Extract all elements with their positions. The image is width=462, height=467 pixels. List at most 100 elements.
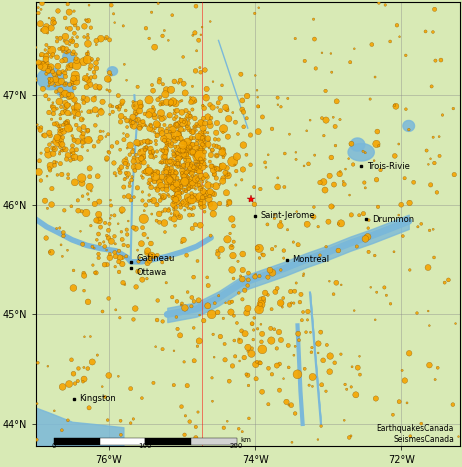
Point xyxy=(141,121,149,129)
Point xyxy=(171,186,179,194)
Point xyxy=(195,408,202,416)
Point xyxy=(146,257,153,264)
Point xyxy=(171,159,179,166)
Point xyxy=(241,287,249,294)
Point xyxy=(207,200,215,208)
Point xyxy=(361,179,368,186)
Point xyxy=(224,235,231,243)
Polygon shape xyxy=(56,82,73,98)
Point xyxy=(111,233,118,240)
Point xyxy=(110,159,118,167)
Point xyxy=(254,244,261,252)
Point xyxy=(430,134,437,141)
Point xyxy=(268,370,276,378)
Point xyxy=(38,0,46,7)
Point xyxy=(172,210,180,217)
Point xyxy=(192,423,200,431)
Point xyxy=(45,43,53,51)
Point xyxy=(87,24,95,31)
Point xyxy=(151,128,158,136)
Point xyxy=(163,168,170,176)
Point xyxy=(213,247,221,255)
Point xyxy=(60,229,67,236)
Point xyxy=(123,231,131,238)
Point xyxy=(199,194,206,201)
Point xyxy=(153,120,160,128)
Point xyxy=(97,106,105,113)
Point xyxy=(141,146,149,154)
Point xyxy=(197,155,204,163)
Point xyxy=(290,238,297,246)
Point xyxy=(213,174,220,182)
Point xyxy=(56,111,64,119)
Point xyxy=(170,198,177,206)
Point xyxy=(399,233,407,240)
Point xyxy=(222,104,229,111)
Point xyxy=(65,63,73,70)
Point xyxy=(67,203,75,210)
Point xyxy=(105,234,112,242)
Point xyxy=(239,276,246,283)
Point xyxy=(173,174,181,182)
Point xyxy=(107,71,115,78)
Point xyxy=(144,138,152,145)
Point xyxy=(123,164,131,171)
Point xyxy=(184,124,191,131)
Point xyxy=(195,181,202,189)
Point xyxy=(49,51,56,58)
Point xyxy=(362,235,369,243)
Point xyxy=(167,122,174,130)
Point xyxy=(277,299,285,307)
Point xyxy=(210,166,217,174)
Point xyxy=(225,115,232,122)
Point xyxy=(84,365,91,372)
Point xyxy=(164,158,171,166)
Point xyxy=(340,177,347,185)
Point xyxy=(60,45,67,52)
Point xyxy=(187,145,195,152)
Point xyxy=(126,182,134,190)
Point xyxy=(36,63,44,71)
Point xyxy=(45,96,53,103)
Point xyxy=(166,170,174,177)
Point xyxy=(164,139,171,146)
Point xyxy=(156,179,164,186)
Point xyxy=(322,87,329,95)
Point xyxy=(93,64,100,72)
Point xyxy=(392,103,400,110)
Point xyxy=(177,189,184,197)
Point xyxy=(91,93,99,101)
Point xyxy=(57,115,64,122)
Point xyxy=(79,143,86,150)
Point xyxy=(48,185,55,192)
Point xyxy=(39,132,47,139)
Point xyxy=(207,114,215,122)
Point xyxy=(153,217,160,224)
Point xyxy=(427,155,434,163)
Point xyxy=(189,97,197,104)
Point xyxy=(79,115,87,123)
Point xyxy=(124,170,132,178)
Point xyxy=(435,133,443,141)
Point xyxy=(64,0,72,8)
Point xyxy=(51,407,58,415)
Point xyxy=(180,171,187,178)
Point xyxy=(164,142,171,149)
Point xyxy=(197,31,205,39)
Point xyxy=(142,201,149,209)
Point xyxy=(177,134,184,142)
Point xyxy=(191,177,199,184)
Point xyxy=(184,205,192,212)
Point xyxy=(59,134,67,141)
Point xyxy=(197,119,205,127)
Point xyxy=(156,159,164,166)
Point xyxy=(84,71,91,78)
Point xyxy=(130,316,137,323)
Point xyxy=(162,91,169,98)
Point xyxy=(116,254,124,262)
Point xyxy=(195,150,203,157)
Point xyxy=(193,47,201,55)
Point xyxy=(34,359,42,367)
Point xyxy=(287,288,294,295)
Point xyxy=(70,156,77,163)
